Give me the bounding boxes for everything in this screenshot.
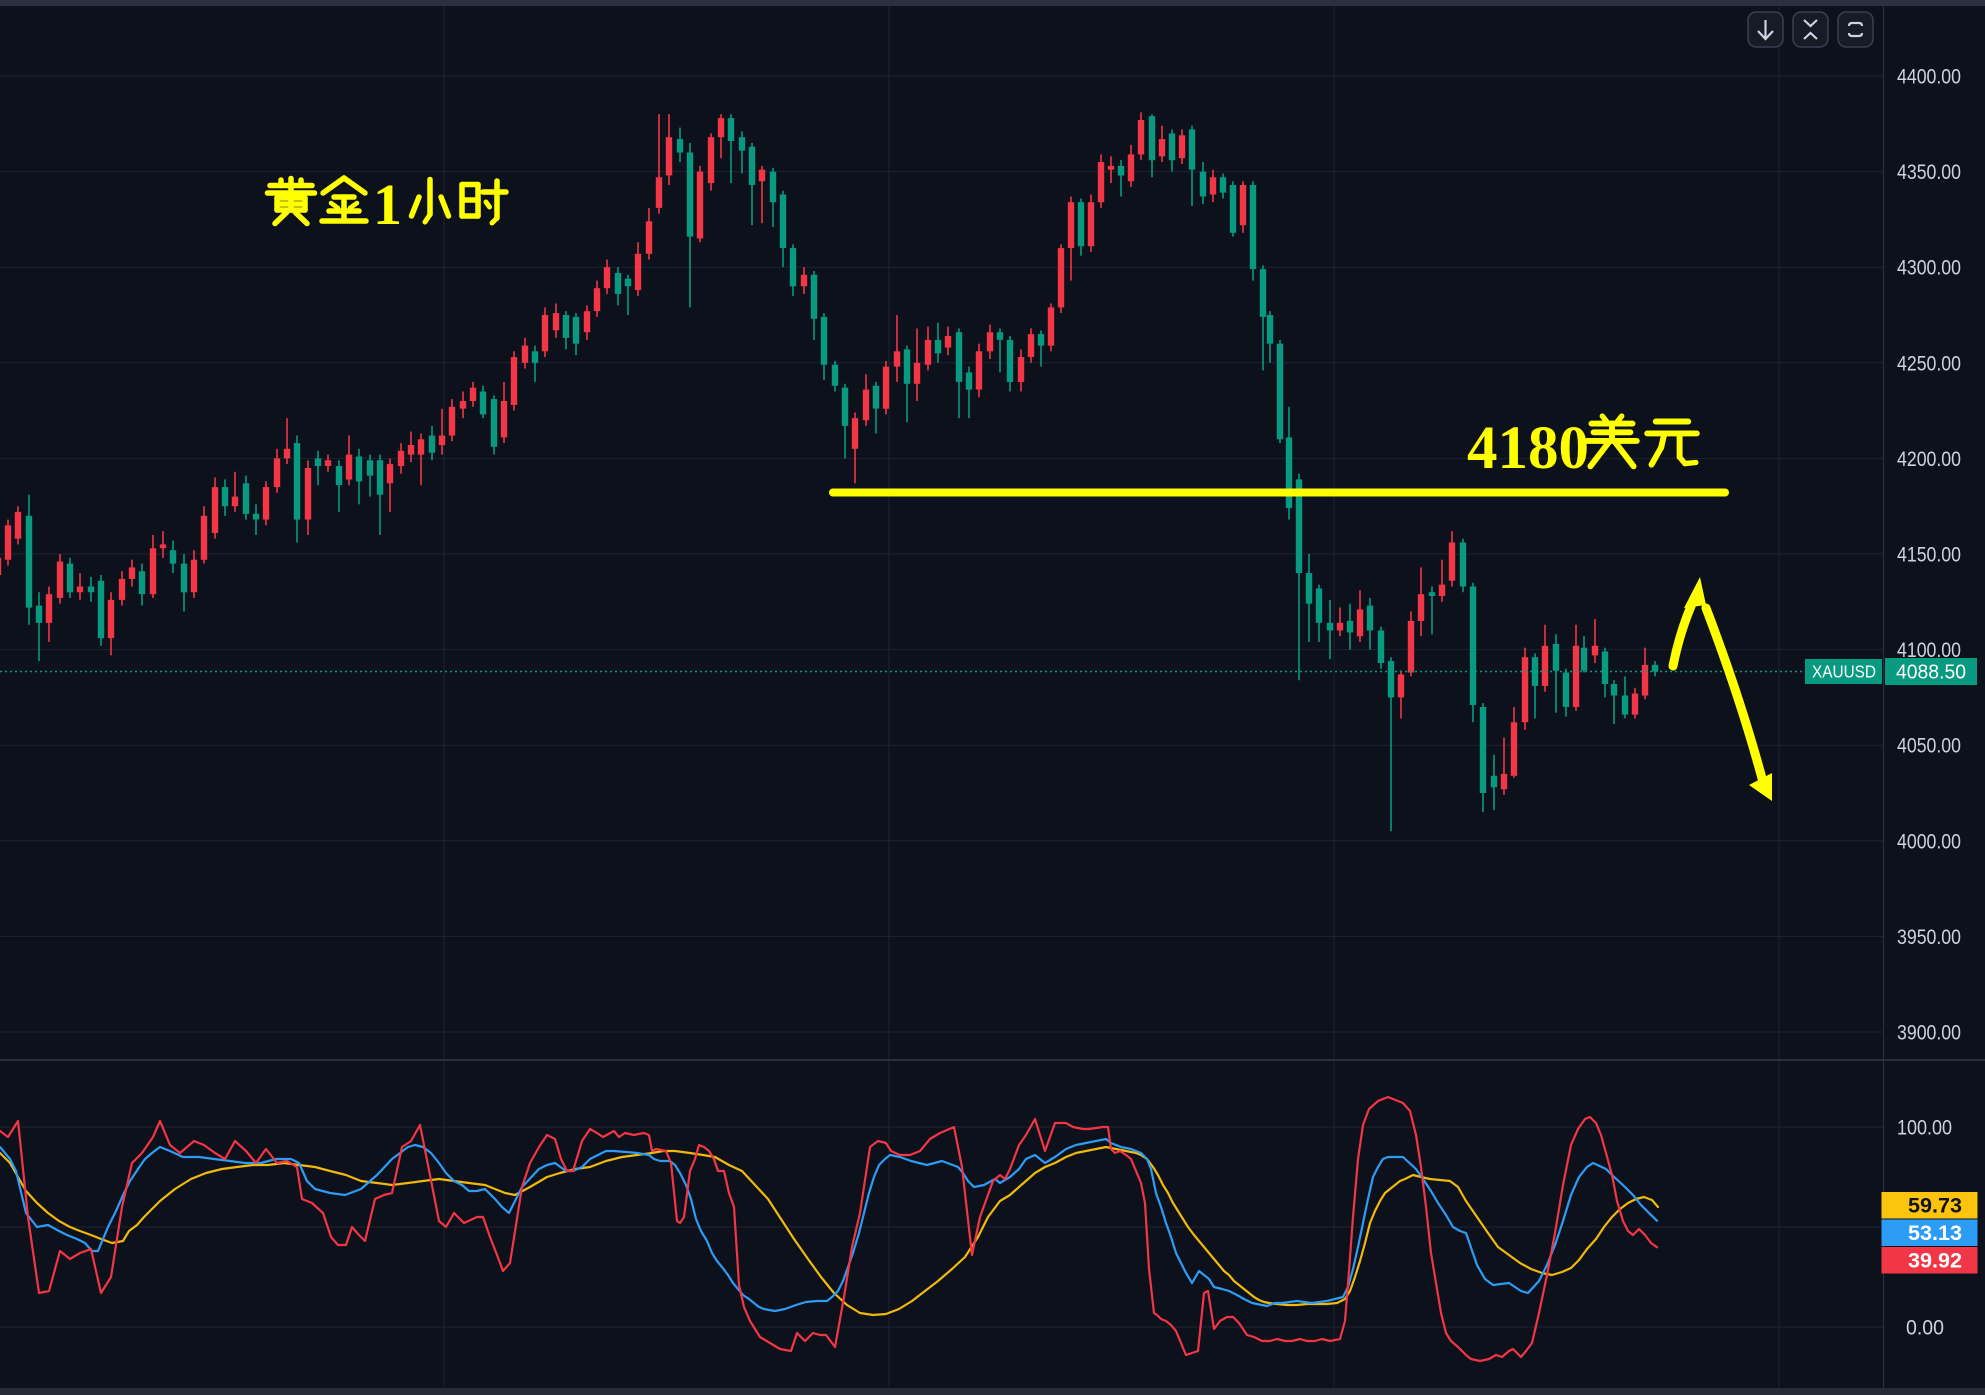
svg-text:4350.00: 4350.00 xyxy=(1897,161,1961,184)
svg-text:4400.00: 4400.00 xyxy=(1897,66,1961,89)
svg-text:4000.00: 4000.00 xyxy=(1897,830,1961,853)
svg-text:XAUUSD: XAUUSD xyxy=(1812,662,1876,682)
svg-text:4250.00: 4250.00 xyxy=(1897,352,1961,375)
svg-text:4200.00: 4200.00 xyxy=(1897,448,1961,471)
svg-text:4100.00: 4100.00 xyxy=(1897,639,1961,662)
svg-text:4300.00: 4300.00 xyxy=(1897,257,1961,280)
svg-text:4050.00: 4050.00 xyxy=(1897,735,1961,758)
svg-text:4088.50: 4088.50 xyxy=(1896,661,1966,684)
svg-text:100.00: 100.00 xyxy=(1897,1117,1952,1140)
svg-text:3900.00: 3900.00 xyxy=(1897,1022,1961,1045)
svg-text:3950.00: 3950.00 xyxy=(1897,926,1961,949)
svg-text:59.73: 59.73 xyxy=(1908,1195,1962,1218)
svg-text:39.92: 39.92 xyxy=(1908,1250,1962,1273)
svg-text:53.13: 53.13 xyxy=(1908,1222,1962,1245)
svg-text:4180: 4180 xyxy=(1467,415,1589,482)
svg-text:0.00: 0.00 xyxy=(1906,1317,1944,1340)
svg-text:4150.00: 4150.00 xyxy=(1897,544,1961,567)
svg-text:1: 1 xyxy=(373,172,402,237)
